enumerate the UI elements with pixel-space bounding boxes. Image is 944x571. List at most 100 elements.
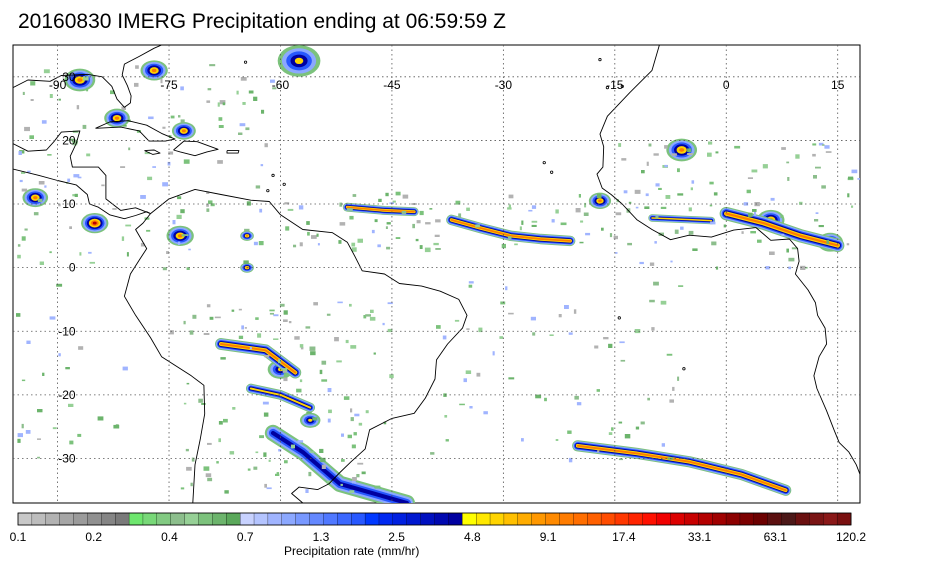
colorbar-swatch (559, 512, 574, 526)
precip-speck (272, 87, 277, 90)
precip-speck (549, 334, 554, 336)
precip-speck (567, 430, 572, 434)
precip-speck (596, 389, 600, 392)
precip-speck (253, 96, 258, 101)
precip-cell (114, 116, 120, 120)
precip-speck (544, 397, 547, 402)
precip-speck (185, 448, 189, 452)
precip-speck (321, 360, 327, 365)
colorbar-swatch (253, 512, 269, 526)
precip-speck (37, 198, 43, 203)
precip-speck (328, 409, 332, 414)
precip-speck (140, 242, 145, 247)
precip-cell (308, 418, 313, 422)
precip-speck (37, 456, 40, 459)
precip-speck (41, 120, 47, 124)
precip-speck (25, 430, 31, 434)
precip-speck (58, 203, 61, 207)
precip-speck (389, 374, 394, 379)
precip-speck (821, 185, 826, 189)
precip-speck (746, 189, 751, 194)
precip-speck (751, 169, 758, 173)
precip-speck (373, 352, 376, 355)
precip-speck (653, 153, 659, 156)
precip-speck (247, 468, 251, 471)
precip-speck (65, 367, 70, 370)
precip-speck (68, 403, 74, 407)
precip-cell (679, 148, 685, 152)
precip-speck (244, 228, 250, 232)
precip-speck (308, 471, 312, 477)
precip-speck (531, 220, 538, 223)
precip-speck (49, 316, 56, 320)
africa-coast (596, 45, 860, 484)
precip-speck (575, 208, 581, 213)
precip-speck (508, 194, 514, 199)
precip-speck (207, 442, 212, 445)
precip-speck (459, 403, 465, 406)
colorbar-tick-label: 0.4 (161, 530, 178, 544)
precip-speck (82, 124, 87, 129)
precip-speck (207, 477, 213, 482)
precip-speck (180, 86, 184, 91)
colorbar-swatch (823, 512, 838, 526)
precip-speck (499, 336, 504, 339)
precip-speck (444, 415, 448, 418)
precip-speck (354, 413, 360, 417)
precip-speck (349, 215, 354, 220)
precip-speck (112, 208, 117, 210)
precip-speck (242, 102, 246, 105)
precip-speck (734, 145, 741, 149)
precip-speck (207, 88, 212, 91)
coastline-layer (13, 45, 860, 503)
precip-speck (568, 332, 573, 335)
precip-speck (273, 314, 279, 317)
precip-speck (678, 285, 684, 287)
precip-speck (284, 460, 288, 464)
precip-speck (812, 153, 816, 157)
precip-speck (278, 449, 282, 452)
precip-band (651, 217, 713, 222)
precip-speck (665, 195, 671, 199)
precip-speck (822, 144, 825, 146)
precip-speck (334, 337, 339, 342)
precip-speck (788, 266, 791, 270)
precip-speck (339, 222, 346, 226)
precip-speck (259, 208, 263, 213)
precip-speck (29, 135, 34, 139)
precip-speck (813, 175, 817, 179)
precip-speck (188, 248, 191, 251)
precip-speck (77, 176, 82, 179)
precip-speck (618, 143, 622, 147)
precip-speck (672, 386, 675, 391)
precip-speck (126, 252, 129, 257)
precip-band (450, 219, 572, 242)
precip-speck (231, 309, 235, 312)
precip-speck (26, 340, 31, 344)
lon-tick-label: 15 (831, 78, 845, 92)
precip-speck (583, 212, 589, 216)
jamaica (144, 149, 161, 155)
precip-speck (640, 421, 645, 425)
precip-speck (385, 192, 389, 197)
precip-speck (476, 372, 481, 377)
precip-speck (218, 125, 224, 128)
precip-speck (218, 421, 223, 425)
precip-speck (238, 308, 242, 311)
precip-speck (483, 411, 488, 415)
precip-speck (568, 457, 573, 463)
precip-speck (293, 244, 297, 248)
precip-speck (671, 153, 677, 156)
precip-speck (224, 490, 229, 494)
island-outline (266, 189, 270, 193)
precip-speck (167, 161, 171, 166)
precip-speck (386, 222, 391, 225)
colorbar-tick-label: 0.7 (236, 530, 254, 544)
precip-speck (218, 438, 221, 443)
precip-cell (181, 129, 186, 133)
precip-speck (180, 119, 185, 123)
precip-band (725, 212, 839, 247)
precip-speck (664, 145, 668, 149)
lon-tick-label: -60 (272, 78, 290, 92)
precip-speck (166, 251, 169, 254)
